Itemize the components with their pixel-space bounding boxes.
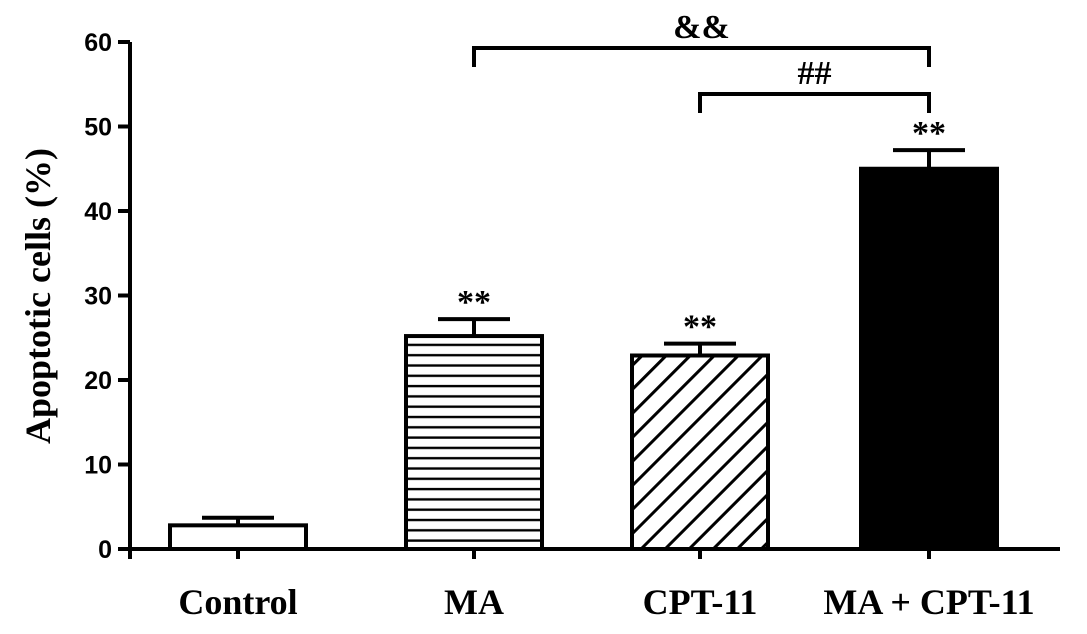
significance-mark: ** [457,284,491,321]
comparison-label: ## [798,55,832,92]
x-tick-label: MA [444,582,504,622]
bar-control [168,523,308,552]
x-tick-label: Control [178,582,297,622]
significance-mark: ** [683,309,717,346]
y-tick-label: 10 [84,452,112,480]
y-tick-label: 0 [98,536,112,564]
y-tick-label: 60 [84,29,112,57]
x-tick-label: CPT-11 [643,582,758,622]
y-tick-label: 50 [84,114,112,142]
x-tick-label: MA + CPT-11 [823,582,1034,622]
comparison-bracket [472,46,931,67]
bar-cpt-11 [630,353,770,551]
comparison-label: && [673,9,730,46]
significance-mark: ** [912,115,946,152]
bar-ma [404,334,544,551]
y-axis-label: Apoptotic cells (%) [18,148,58,444]
bar-ma-cpt-11 [859,166,999,551]
y-tick-label: 30 [84,283,112,311]
y-tick-label: 20 [84,367,112,395]
y-tick-label: 40 [84,198,112,226]
comparison-bracket [698,92,931,113]
